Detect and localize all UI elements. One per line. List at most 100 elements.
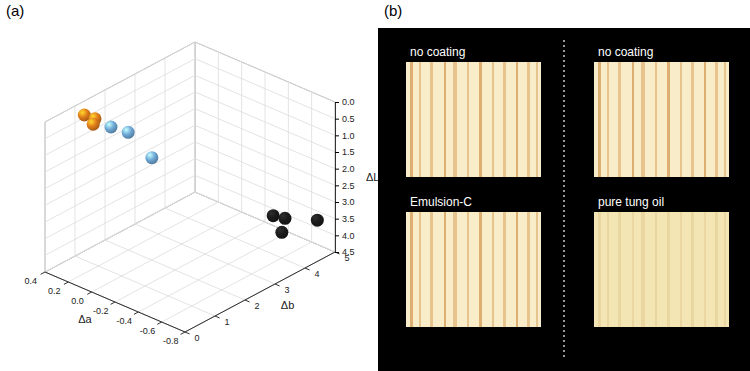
- grid-line: [241, 62, 242, 212]
- tick: [275, 284, 280, 286]
- wood-grain: [691, 212, 694, 327]
- wood-grain: [655, 62, 657, 177]
- tick-label: -0.6: [140, 326, 156, 336]
- tick-label: 0.2: [48, 286, 61, 296]
- tick-label: 2.5: [342, 181, 355, 191]
- wood-grain: [453, 62, 457, 177]
- tick-label: 1: [224, 317, 229, 327]
- tick-label: 4.5: [342, 247, 355, 257]
- wood-grain: [479, 62, 482, 177]
- wood-surface: [594, 62, 729, 177]
- tick: [87, 292, 91, 294]
- grid-line: [45, 159, 195, 239]
- wood-grain: [444, 212, 446, 327]
- wood-surface: [406, 62, 541, 177]
- tick-label: 4: [314, 269, 319, 279]
- grid-line: [45, 125, 195, 205]
- grid-line: [162, 242, 312, 322]
- tick: [64, 282, 68, 284]
- wood-grain: [641, 212, 645, 327]
- tick-label: 0.5: [342, 114, 355, 124]
- image-caption: no coating: [598, 45, 653, 59]
- tick: [335, 119, 339, 120]
- tick-label: -0.8: [163, 336, 179, 346]
- image-caption: pure tung oil: [598, 195, 664, 209]
- wood-grain: [704, 212, 706, 327]
- axis-line: [45, 272, 185, 332]
- wood-grain: [419, 212, 421, 327]
- wood-grain: [503, 212, 506, 327]
- tick-label: 0.0: [342, 97, 355, 107]
- wood-grain: [536, 212, 538, 327]
- axis-title: ΔL: [366, 171, 379, 183]
- grid-line: [45, 142, 195, 222]
- wood-grain: [410, 212, 413, 327]
- wood-grain: [479, 212, 482, 327]
- grid-line: [92, 212, 242, 292]
- tick: [335, 202, 339, 203]
- grid-line: [195, 59, 335, 119]
- tick-label: -0.4: [116, 316, 132, 326]
- wood-grain: [680, 212, 682, 327]
- tick: [157, 322, 161, 324]
- wood-grain: [724, 62, 726, 177]
- wood-grain: [516, 212, 518, 327]
- wood-grain: [632, 212, 634, 327]
- tick: [245, 300, 250, 302]
- data-point: [87, 118, 100, 131]
- wood-grain: [492, 212, 494, 327]
- figure: (a)0.40.20.0-0.2-0.4-0.6-0.8Δa012345Δb0.…: [0, 0, 750, 371]
- grid-line: [75, 256, 215, 316]
- grid-line: [195, 92, 335, 152]
- wood-grain: [527, 212, 530, 327]
- panel-a: (a)0.40.20.0-0.2-0.4-0.6-0.8Δa012345Δb0.…: [6, 2, 379, 346]
- grid-line: [195, 109, 335, 169]
- tick-group: 2.0: [335, 164, 355, 174]
- tick: [335, 135, 339, 136]
- grid-line: [45, 272, 185, 332]
- wood-grain: [667, 212, 670, 327]
- grid-line: [45, 42, 195, 122]
- tick-label: 2.0: [342, 164, 355, 174]
- grid-line: [218, 52, 219, 202]
- data-point: [145, 151, 158, 164]
- wood-grain: [492, 62, 494, 177]
- tick: [111, 302, 115, 304]
- panel-b: (b)no coatingno coatingEmulsion-Cpure tu…: [378, 2, 750, 371]
- grid-line: [288, 82, 289, 232]
- data-point: [275, 226, 288, 239]
- grid: [45, 42, 335, 332]
- photo-background: [378, 28, 750, 371]
- tick-label: 0.4: [25, 276, 38, 286]
- wood-grain: [691, 62, 694, 177]
- grid-line: [195, 192, 335, 252]
- wood-grain: [641, 62, 645, 177]
- tick: [335, 169, 339, 170]
- data-point: [311, 214, 324, 227]
- wood-surface: [594, 212, 729, 327]
- tick-group: 2.5: [335, 181, 355, 191]
- grid-line: [45, 59, 195, 139]
- tick: [41, 272, 45, 274]
- wood-grain: [467, 62, 469, 177]
- tick-group: 3.0: [335, 197, 355, 207]
- tick: [335, 185, 339, 186]
- wood-grain: [715, 62, 718, 177]
- tick: [335, 219, 339, 220]
- grid-line: [45, 175, 195, 255]
- tick-group: 4.5: [335, 247, 355, 257]
- panel-label: (a): [6, 2, 24, 19]
- wood-grain: [680, 62, 682, 177]
- tick-group: 0.0: [335, 97, 355, 107]
- wood-grain: [607, 62, 609, 177]
- tick-label: -0.2: [93, 306, 109, 316]
- tick: [185, 332, 190, 334]
- axis-line: [185, 252, 335, 332]
- divider: [563, 40, 564, 360]
- tick-label: 1.0: [342, 131, 355, 141]
- wood-grain: [667, 62, 670, 177]
- tick-label: 2: [254, 301, 259, 311]
- grid-line: [45, 192, 195, 272]
- tick-label: 3: [284, 285, 289, 295]
- z-axis: 0.00.51.01.52.02.53.03.54.04.5: [335, 97, 355, 257]
